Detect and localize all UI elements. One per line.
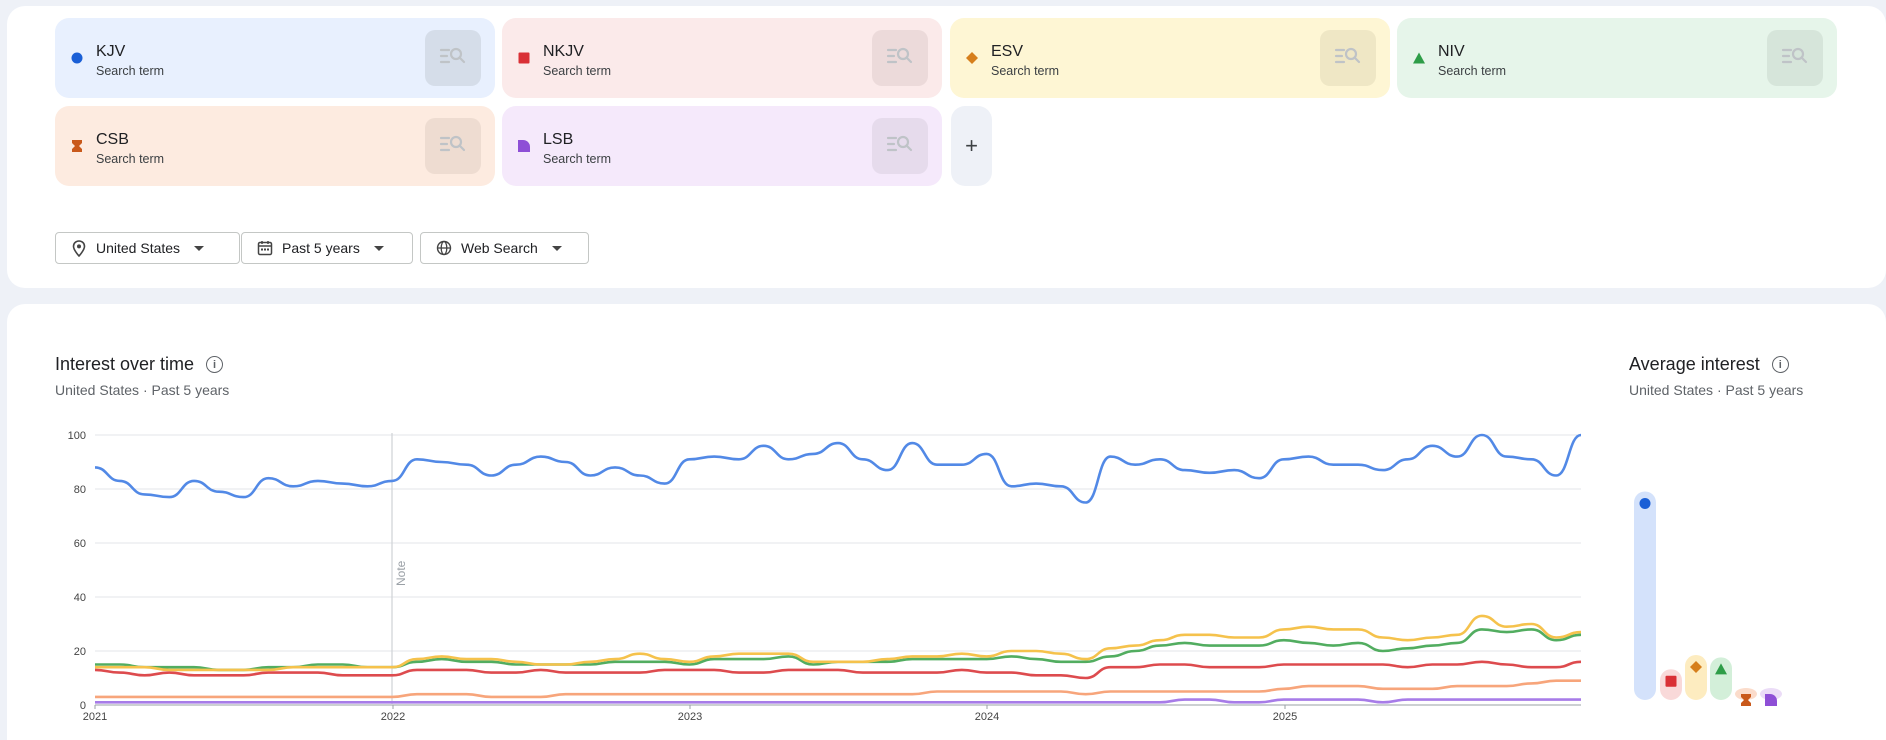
search-term-name: ESV (991, 43, 1024, 60)
explore-term-button[interactable] (425, 30, 481, 86)
chevron-down-icon (194, 245, 205, 251)
search-term-card-lsb[interactable]: LSB Search term (502, 106, 942, 186)
average-interest-title: Average interest (1629, 354, 1760, 374)
search-terms-panel: KJV Search term NKJV Search term ESV Sea… (7, 6, 1886, 288)
globe-icon (435, 239, 453, 257)
triangle-series-marker-icon (1413, 51, 1425, 64)
search-term-name: KJV (96, 43, 126, 60)
search-term-subtitle: Search term (543, 64, 612, 78)
interest-chart-panel: Interest over time i United States · Pas… (7, 304, 1886, 740)
explore-term-button[interactable] (1320, 30, 1376, 86)
search-term-card-kjv[interactable]: KJV Search term (55, 18, 495, 98)
info-icon[interactable]: i (1771, 356, 1789, 373)
search-type-filter[interactable]: Web Search (420, 232, 589, 264)
search-term-subtitle: Search term (96, 152, 165, 166)
time-filter-label: Past 5 years (282, 240, 360, 256)
search-type-filter-label: Web Search (461, 240, 538, 256)
info-icon[interactable]: i (206, 356, 224, 373)
search-term-subtitle: Search term (991, 64, 1060, 78)
interest-over-time-title: Interest over time (55, 354, 195, 374)
explore-search-icon (1781, 45, 1809, 72)
explore-term-button[interactable] (1767, 30, 1823, 86)
region-filter-label: United States (96, 240, 181, 256)
explore-term-button[interactable] (872, 118, 928, 174)
search-term-card-nkjv[interactable]: NKJV Search term (502, 18, 942, 98)
average-interest-heading: Average interest i (1629, 354, 1789, 375)
explore-search-icon (1334, 45, 1362, 72)
chevron-down-icon (373, 245, 384, 251)
explore-term-button[interactable] (872, 30, 928, 86)
quarter-series-marker-icon (518, 139, 530, 152)
explore-search-icon (439, 133, 467, 160)
time-filter[interactable]: Past 5 years (241, 232, 413, 264)
hourglass-series-marker-icon (71, 139, 83, 152)
search-term-card-esv[interactable]: ESV Search term (950, 18, 1390, 98)
search-term-card-niv[interactable]: NIV Search term (1397, 18, 1837, 98)
average-interest-subtitle: United States · Past 5 years (1629, 382, 1804, 398)
diamond-series-marker-icon (966, 51, 978, 64)
region-filter[interactable]: United States (55, 232, 240, 264)
explore-search-icon (886, 133, 914, 160)
search-term-name: NKJV (543, 43, 584, 60)
explore-search-icon (439, 45, 467, 72)
interest-over-time-heading: Interest over time i (55, 354, 224, 375)
search-term-name: NIV (1438, 43, 1465, 60)
chevron-down-icon (551, 245, 562, 251)
location-pin-icon (70, 239, 88, 257)
search-term-name: LSB (543, 131, 574, 148)
explore-search-icon (886, 45, 914, 72)
calendar-icon (256, 239, 274, 257)
explore-term-button[interactable] (425, 118, 481, 174)
circle-series-marker-icon (71, 51, 83, 64)
search-term-subtitle: Search term (1438, 64, 1507, 78)
add-term-label: + (965, 133, 978, 158)
search-term-subtitle: Search term (96, 64, 165, 78)
interest-over-time-subtitle: United States · Past 5 years (55, 382, 230, 398)
search-term-name: CSB (96, 131, 129, 148)
search-term-subtitle: Search term (543, 152, 612, 166)
search-term-card-csb[interactable]: CSB Search term (55, 106, 495, 186)
square-series-marker-icon (518, 51, 530, 64)
add-term-button[interactable]: + (951, 106, 992, 186)
